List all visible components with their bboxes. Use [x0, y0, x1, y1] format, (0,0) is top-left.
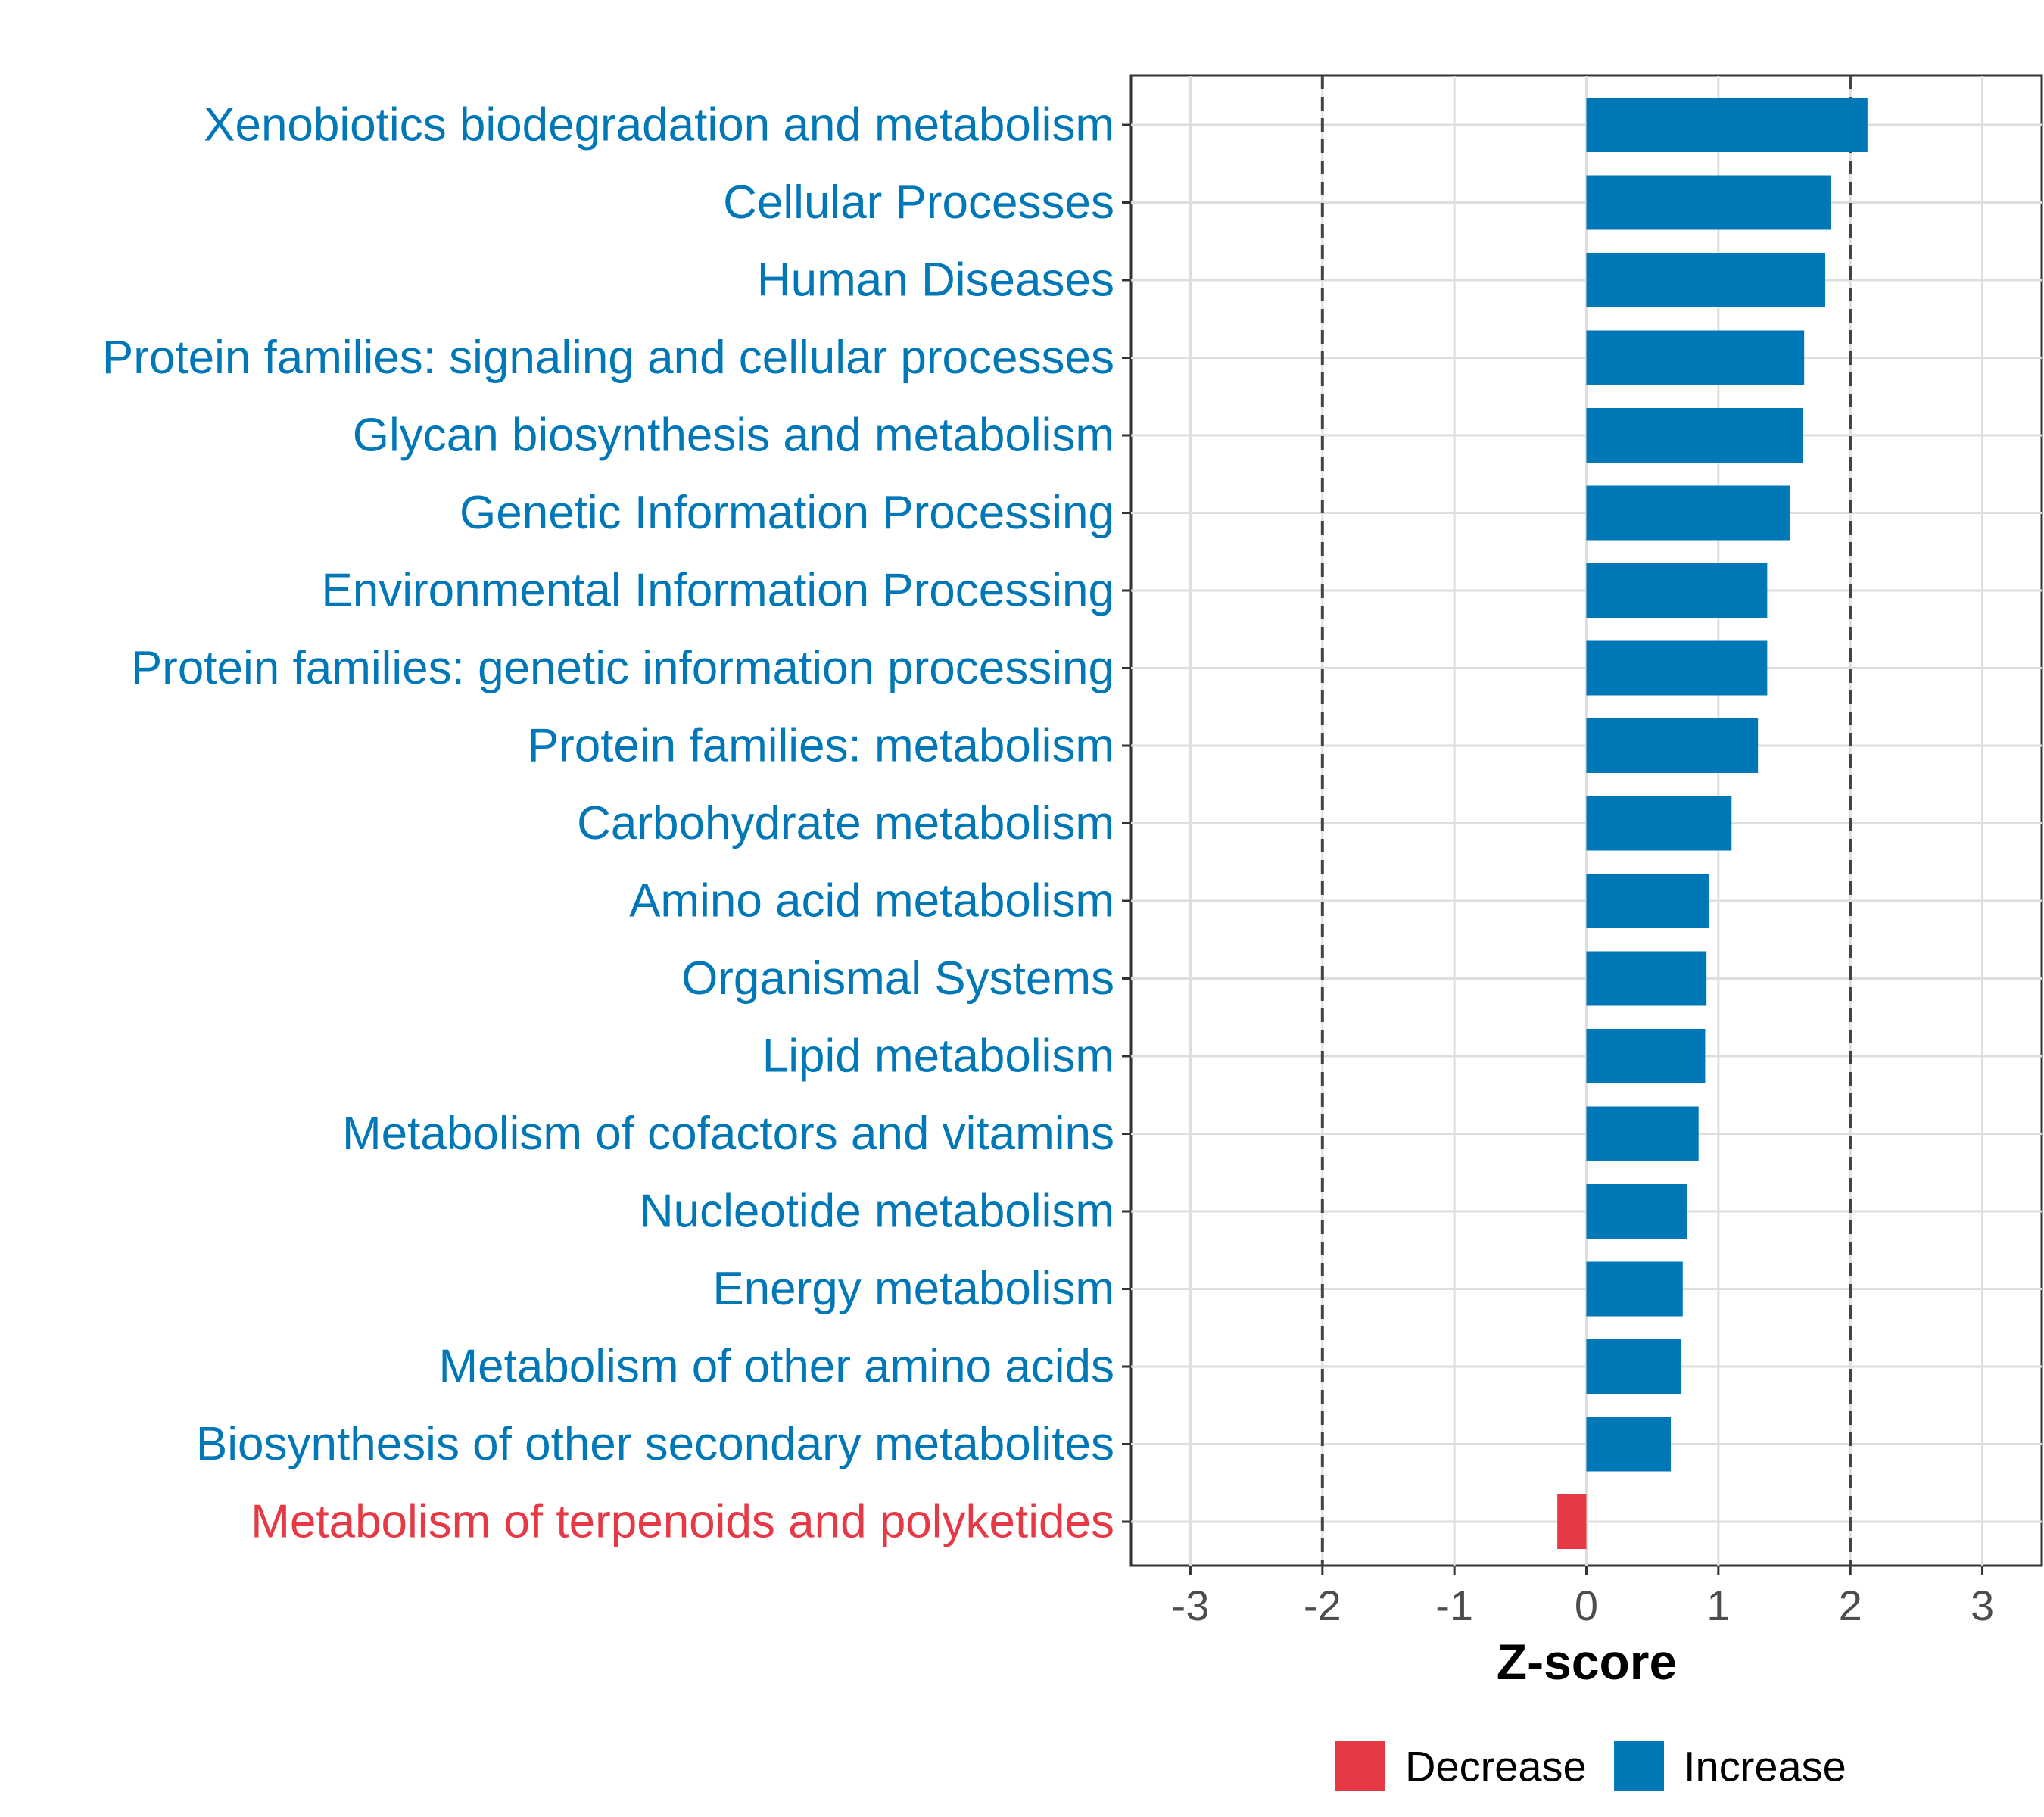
bar [1586, 1184, 1687, 1239]
y-tick-label: Amino acid metabolism [629, 875, 1114, 927]
y-tick-label: Protein families: signaling and cellular… [102, 332, 1114, 384]
x-tick-label: 0 [1575, 1582, 1598, 1629]
x-tick-label: -1 [1435, 1582, 1473, 1629]
y-tick-label: Glycan biosynthesis and metabolism [353, 410, 1114, 462]
x-tick-label: -3 [1172, 1582, 1210, 1629]
x-tick-label: 1 [1706, 1582, 1730, 1629]
bar [1586, 874, 1709, 928]
y-tick-label: Nucleotide metabolism [640, 1186, 1114, 1238]
y-tick-label: Metabolism of terpenoids and polyketides [251, 1496, 1114, 1548]
bar [1586, 1029, 1706, 1083]
bar [1586, 1261, 1683, 1317]
bar [1586, 253, 1826, 307]
legend-label: Increase [1684, 1743, 1846, 1791]
reference-lines [1320, 76, 1852, 1566]
bars [1557, 98, 1868, 1549]
bar [1586, 563, 1768, 618]
y-tick-label: Genetic Information Processing [460, 487, 1114, 539]
y-tick-label: Carbohydrate metabolism [577, 797, 1114, 849]
bar [1586, 330, 1805, 385]
bar [1586, 1417, 1672, 1472]
y-tick-label: Protein families: metabolism [528, 720, 1114, 772]
legend-label: Decrease [1405, 1743, 1587, 1791]
bar [1586, 796, 1732, 851]
bar [1586, 640, 1768, 696]
x-tick-label: 2 [1839, 1582, 1862, 1629]
y-tick-label: Xenobiotics biodegradation and metabolis… [204, 99, 1114, 151]
bar [1586, 718, 1759, 773]
x-tick-label: -2 [1304, 1582, 1341, 1629]
bar [1557, 1494, 1587, 1549]
y-tick-label: Human Diseases [757, 254, 1114, 307]
legend-swatch [1335, 1741, 1385, 1791]
x-axis-ticks: -3 -2 -1 0 1 2 3 [1172, 1566, 1994, 1629]
y-tick-label: Environmental Information Processing [321, 565, 1114, 617]
y-tick-label: Metabolism of other amino acids [438, 1341, 1114, 1393]
bar [1586, 951, 1707, 1006]
y-tick-label: Cellular Processes [723, 176, 1114, 229]
legend: Decrease Increase [1335, 1741, 1846, 1791]
y-tick-label: Lipid metabolism [762, 1030, 1114, 1083]
bar [1586, 98, 1868, 152]
y-tick-label: Metabolism of cofactors and vitamins [342, 1108, 1114, 1160]
y-tick-label: Organismal Systems [681, 952, 1114, 1005]
y-tick-label: Biosynthesis of other secondary metaboli… [196, 1418, 1114, 1470]
x-tick-label: 3 [1971, 1582, 1994, 1629]
x-axis-title: Z-score [1497, 1634, 1677, 1690]
y-tick-label: Energy metabolism [712, 1263, 1114, 1315]
bar [1586, 1106, 1699, 1161]
bar [1586, 485, 1790, 541]
bar [1586, 408, 1803, 463]
bar [1586, 1339, 1682, 1394]
y-axis-ticks: Xenobiotics biodegradation and metabolis… [102, 99, 1131, 1548]
y-tick-label: Protein families: genetic information pr… [131, 642, 1114, 694]
legend-swatch [1614, 1741, 1664, 1791]
bar [1586, 175, 1831, 230]
